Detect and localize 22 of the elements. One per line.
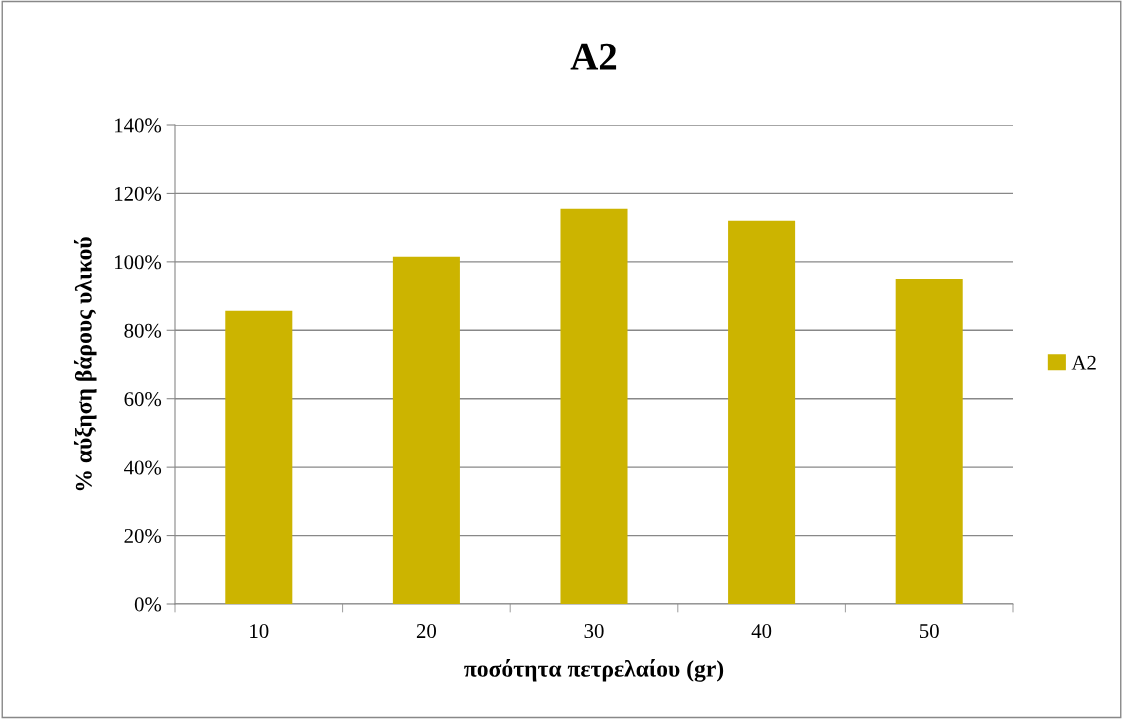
x-tick-label: 40 <box>751 624 772 639</box>
y-tick-label: 100% <box>115 255 162 270</box>
bar <box>392 256 460 604</box>
y-tick-label: 140% <box>115 118 162 133</box>
bar <box>560 208 628 604</box>
y-tick-label: 20% <box>124 528 162 544</box>
chart-title: A2 <box>570 43 617 70</box>
x-tick-label: 50 <box>919 624 939 639</box>
x-tick-label: 30 <box>584 624 604 639</box>
x-axis-title: ποσότητα πετρελαίου (gr) <box>464 659 724 682</box>
bar <box>895 278 963 604</box>
y-tick-label: 60% <box>124 392 162 407</box>
y-axis-title: % αύξηση βάρους υλικού <box>73 237 97 491</box>
bar <box>225 310 293 604</box>
bar <box>728 220 796 604</box>
x-tick-label: 10 <box>250 624 269 639</box>
y-tick-label: 0% <box>134 597 162 612</box>
y-tick-label: 40% <box>124 460 162 475</box>
y-tick-label: 120% <box>115 186 162 201</box>
y-tick-label: 80% <box>124 323 162 338</box>
legend-label: A2 <box>1071 355 1096 370</box>
x-tick-label: 20 <box>416 624 437 639</box>
